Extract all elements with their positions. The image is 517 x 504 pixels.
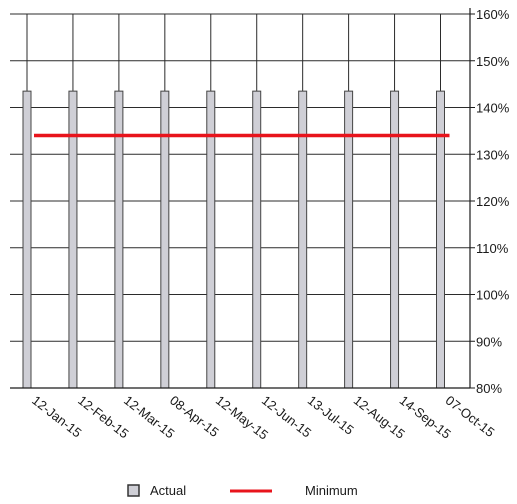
legend-actual-swatch bbox=[127, 484, 140, 497]
x-tick-label-6: 13-Jul-15 bbox=[305, 393, 357, 438]
y-tick-label-1: 90% bbox=[476, 334, 502, 349]
legend: Actual Minimum bbox=[127, 483, 358, 498]
x-tick-label-0: 12-Jan-15 bbox=[29, 393, 84, 441]
bar-actual-0 bbox=[22, 90, 32, 389]
legend-minimum-label: Minimum bbox=[305, 483, 358, 498]
y-tick-labels: 80% 90% 100% 110% 120% 130% 140% 150% 160% bbox=[476, 7, 510, 396]
gridlines bbox=[10, 13, 470, 389]
y-tick-label-6: 140% bbox=[476, 101, 510, 116]
x-tick-label-2: 12-Mar-15 bbox=[121, 393, 177, 442]
y-tick-label-8: 160% bbox=[476, 7, 510, 22]
axes bbox=[10, 8, 475, 389]
y-tick-label-7: 150% bbox=[476, 54, 510, 69]
x-tick-labels: 12-Jan-1512-Feb-1512-Mar-1508-Apr-1512-M… bbox=[29, 393, 497, 443]
x-tick-label-1: 12-Feb-15 bbox=[75, 393, 132, 442]
y-tick-label-5: 130% bbox=[476, 147, 510, 162]
y-tick-label-2: 100% bbox=[476, 288, 510, 303]
legend-actual-label: Actual bbox=[150, 483, 186, 498]
y-tick-label-3: 110% bbox=[476, 241, 509, 256]
x-tick-label-3: 08-Apr-15 bbox=[167, 393, 222, 440]
y-tick-label-4: 120% bbox=[476, 194, 510, 209]
y-tick-label-0: 80% bbox=[476, 381, 502, 396]
